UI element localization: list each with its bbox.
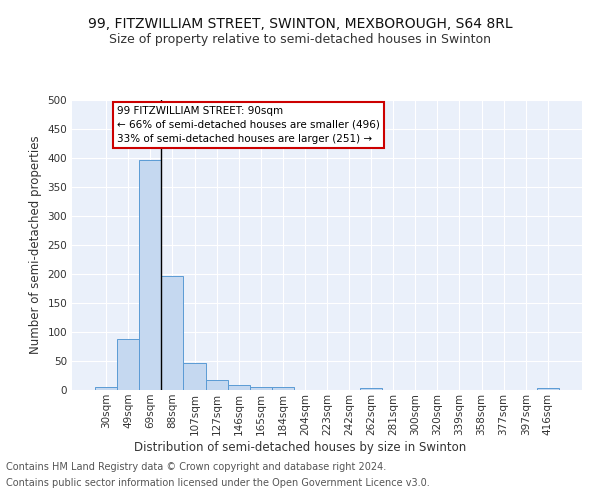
Bar	[161, 276, 184, 390]
Bar	[206, 380, 227, 390]
Text: Contains public sector information licensed under the Open Government Licence v3: Contains public sector information licen…	[6, 478, 430, 488]
Text: Contains HM Land Registry data © Crown copyright and database right 2024.: Contains HM Land Registry data © Crown c…	[6, 462, 386, 472]
Bar	[537, 388, 559, 390]
Y-axis label: Number of semi-detached properties: Number of semi-detached properties	[29, 136, 42, 354]
Bar	[139, 160, 161, 390]
Bar	[360, 388, 382, 390]
Text: 99 FITZWILLIAM STREET: 90sqm
← 66% of semi-detached houses are smaller (496)
33%: 99 FITZWILLIAM STREET: 90sqm ← 66% of se…	[117, 106, 380, 144]
Bar	[227, 385, 250, 390]
Text: Size of property relative to semi-detached houses in Swinton: Size of property relative to semi-detach…	[109, 32, 491, 46]
Bar	[184, 362, 206, 390]
Bar	[272, 386, 294, 390]
Bar	[250, 387, 272, 390]
Bar	[95, 387, 117, 390]
Text: 99, FITZWILLIAM STREET, SWINTON, MEXBOROUGH, S64 8RL: 99, FITZWILLIAM STREET, SWINTON, MEXBORO…	[88, 18, 512, 32]
Bar	[117, 339, 139, 390]
Text: Distribution of semi-detached houses by size in Swinton: Distribution of semi-detached houses by …	[134, 441, 466, 454]
